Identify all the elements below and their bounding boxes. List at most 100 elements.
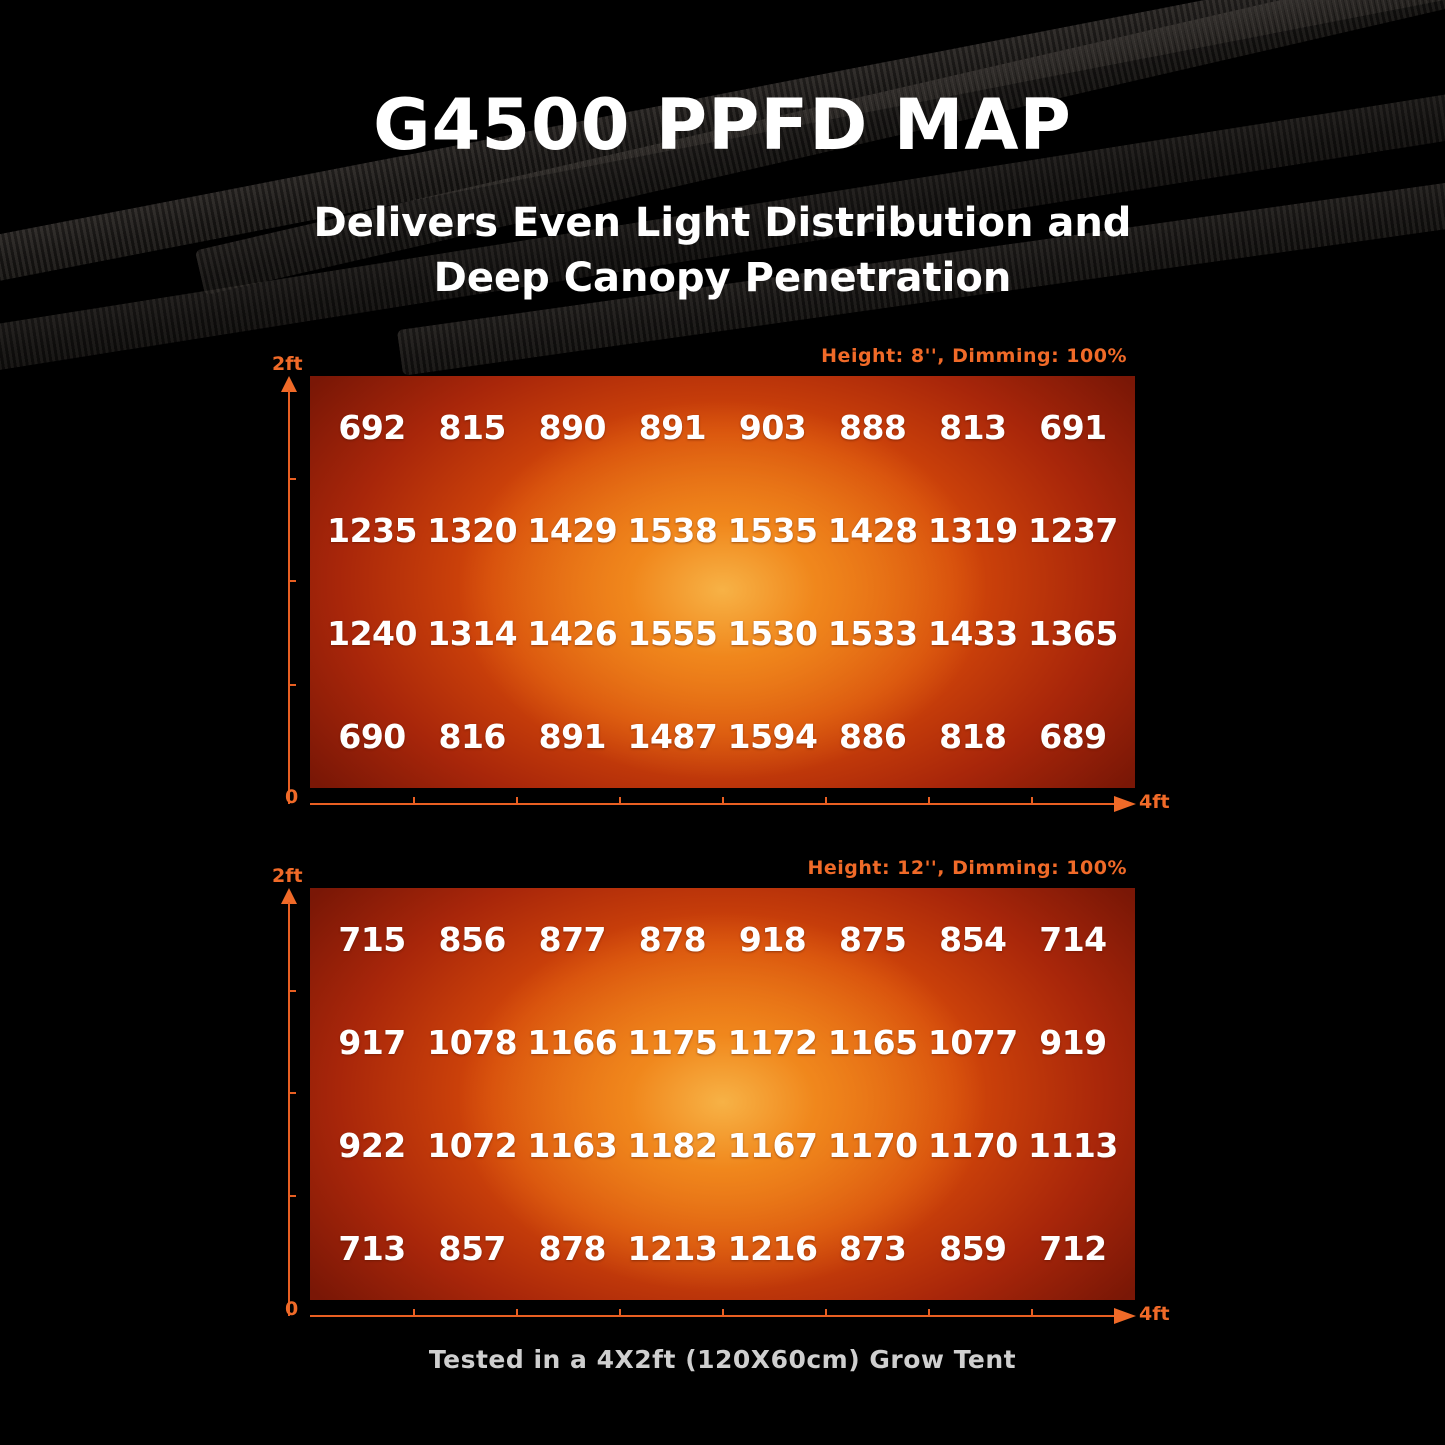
- heatmap-cell: 689: [1039, 717, 1107, 756]
- heatmap-cell: 816: [438, 717, 506, 756]
- heatmap-cell: 1078: [427, 1023, 518, 1062]
- heatmap-cell: 692: [338, 408, 406, 447]
- y-tick: [288, 580, 296, 582]
- x-tick: [825, 1309, 827, 1315]
- heatmap-cell: 813: [939, 408, 1007, 447]
- x-axis: [310, 1315, 1118, 1317]
- y-tick: [288, 1092, 296, 1094]
- heatmap-cell: 1165: [827, 1023, 918, 1062]
- chart-condition-label: Height: 8'', Dimming: 100%: [821, 345, 1127, 367]
- heatmap-cell: 1072: [427, 1126, 518, 1165]
- subtitle-line-1: Delivers Even Light Distribution and: [313, 200, 1132, 246]
- heatmap-cell: 1163: [527, 1126, 618, 1165]
- heatmap-cell: 1175: [627, 1023, 718, 1062]
- heatmap-cell: 1172: [727, 1023, 818, 1062]
- heatmap: 715 856 877 878 918 875 854 714 917 1078…: [310, 888, 1135, 1300]
- heatmap-cell: 886: [838, 717, 907, 756]
- y-axis: [288, 902, 290, 1316]
- x-axis-arrow-icon: [1114, 796, 1136, 812]
- heatmap-cell: 873: [838, 1229, 907, 1268]
- chart-condition-label: Height: 12'', Dimming: 100%: [807, 857, 1127, 879]
- y-axis: [288, 390, 290, 804]
- heatmap-cell: 890: [538, 408, 607, 447]
- y-axis-arrow-icon: [281, 888, 297, 904]
- heatmap-cell: 891: [638, 408, 707, 447]
- heatmap-cell: 919: [1039, 1023, 1107, 1062]
- y-axis-arrow-icon: [281, 376, 297, 392]
- heatmap-cell: 815: [438, 408, 506, 447]
- page-title: G4500 PPFD MAP: [373, 84, 1072, 166]
- heatmap-cell: 1166: [527, 1023, 618, 1062]
- heatmap-cell: 1113: [1028, 1126, 1118, 1165]
- y-axis-zero-label: 0: [285, 1298, 299, 1320]
- heatmap-cell: 917: [338, 1023, 406, 1062]
- y-tick: [288, 990, 296, 992]
- heatmap-cell: 859: [939, 1229, 1007, 1268]
- heatmap-cell: 857: [438, 1229, 506, 1268]
- heatmap-cell: 877: [538, 920, 607, 959]
- x-axis-arrow-icon: [1114, 1308, 1136, 1324]
- y-axis-max-label: 2ft: [272, 865, 303, 887]
- heatmap-cell: 918: [738, 920, 807, 959]
- heatmap-cell: 1429: [527, 511, 618, 550]
- heatmap-cell: 1167: [727, 1126, 818, 1165]
- x-axis-max-label: 4ft: [1139, 791, 1170, 813]
- heatmap-cell: 888: [838, 408, 907, 447]
- heatmap-cell: 878: [538, 1229, 607, 1268]
- heatmap-cell: 1428: [827, 511, 918, 550]
- heatmap-cell: 712: [1039, 1229, 1107, 1268]
- heatmap-cell: 713: [338, 1229, 406, 1268]
- y-axis-zero-label: 0: [285, 786, 299, 808]
- heatmap-cell: 690: [338, 717, 406, 756]
- heatmap-cell: 1555: [627, 614, 718, 653]
- grow-light-bars-background: [0, 0, 1445, 380]
- x-axis-max-label: 4ft: [1139, 1303, 1170, 1325]
- page-subtitle: Delivers Even Light Distribution and Dee…: [0, 196, 1445, 306]
- heatmap-cell: 1365: [1028, 614, 1118, 653]
- subtitle-line-2: Deep Canopy Penetration: [433, 255, 1012, 301]
- heatmap-cell: 1237: [1028, 511, 1118, 550]
- heatmap-cell: 1216: [727, 1229, 818, 1268]
- x-tick: [413, 1309, 415, 1315]
- heatmap-cell: 854: [939, 920, 1007, 959]
- heatmap-cell: 1240: [327, 614, 417, 653]
- x-tick: [1031, 797, 1033, 803]
- heatmap-cell: 818: [939, 717, 1007, 756]
- heatmap-cell: 856: [438, 920, 506, 959]
- heatmap-cell: 903: [738, 408, 807, 447]
- heatmap-cell: 1170: [927, 1126, 1018, 1165]
- x-tick: [516, 1309, 518, 1315]
- x-tick: [413, 797, 415, 803]
- heatmap-cell: 715: [338, 920, 406, 959]
- heatmap-cell: 878: [638, 920, 707, 959]
- x-tick: [619, 797, 621, 803]
- x-tick: [825, 797, 827, 803]
- heatmap-cell: 1433: [927, 614, 1018, 653]
- heatmap-cell: 1213: [627, 1229, 718, 1268]
- heatmap-cell: 1077: [927, 1023, 1018, 1062]
- heatmap-cell: 1594: [727, 717, 818, 756]
- y-axis-max-label: 2ft: [272, 353, 303, 375]
- heatmap-cell: 714: [1039, 920, 1107, 959]
- y-tick: [288, 478, 296, 480]
- heatmap-cell: 891: [538, 717, 607, 756]
- heatmap-cell: 875: [838, 920, 907, 959]
- x-tick: [722, 797, 724, 803]
- heatmap-cell: 1182: [627, 1126, 718, 1165]
- heatmap-cell: 1533: [827, 614, 918, 653]
- x-tick: [928, 797, 930, 803]
- x-tick: [722, 1309, 724, 1315]
- heatmap-cell: 1319: [927, 511, 1018, 550]
- heatmap-cell: 922: [338, 1126, 406, 1165]
- heatmap-cell: 1530: [727, 614, 818, 653]
- x-tick: [1031, 1309, 1033, 1315]
- x-tick: [619, 1309, 621, 1315]
- heatmap-cell: 1487: [627, 717, 718, 756]
- x-tick: [516, 797, 518, 803]
- heatmap-cell: 1320: [427, 511, 518, 550]
- heatmap: 692 815 890 891 903 888 813 691 1235 132…: [310, 376, 1135, 788]
- heatmap-cell: 1538: [627, 511, 718, 550]
- x-tick: [928, 1309, 930, 1315]
- heatmap-cell: 1170: [827, 1126, 918, 1165]
- y-tick: [288, 684, 296, 686]
